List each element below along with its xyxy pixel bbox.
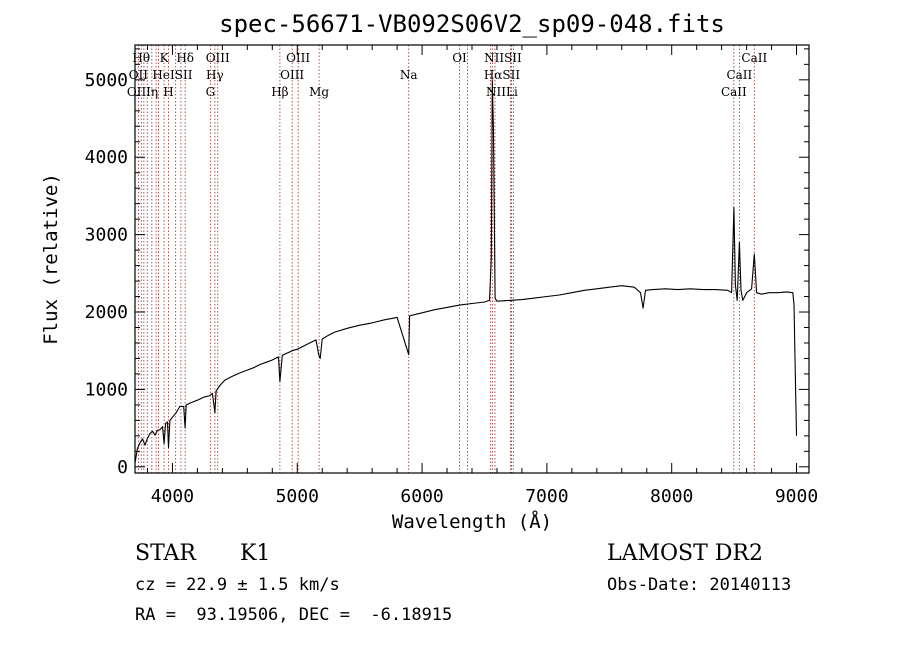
object-class: STAR	[135, 541, 197, 566]
line-label: Hβ	[271, 85, 288, 99]
line-labels: Hθ K Hδ OIII OIII OI NIISII CaII OII HeISII Hγ OIII…	[127, 51, 768, 99]
redshift-readout: cz = 22.9 ± 1.5 km/s	[135, 575, 340, 595]
object-subclass: K1	[240, 541, 270, 566]
line-label: H	[163, 85, 173, 99]
plot-frame	[134, 44, 810, 474]
line-label: Na	[400, 68, 418, 82]
line-label: HαSII	[484, 68, 521, 82]
line-label: NIISII	[484, 51, 522, 65]
y-axis-label: Flux (relative)	[40, 173, 62, 345]
x-tick-label: 4000	[151, 486, 194, 507]
line-label: Hδ	[176, 51, 194, 65]
survey-name: LAMOST DR2	[607, 541, 763, 566]
line-label: OI	[452, 51, 467, 65]
line-label: CaII	[741, 51, 767, 65]
line-label: OIIIη	[127, 85, 158, 99]
line-label: Hθ	[132, 51, 150, 65]
line-label: Mg	[309, 85, 329, 99]
line-label: OIII	[280, 68, 304, 82]
line-label: OII	[129, 68, 149, 82]
line-label: OIII	[206, 51, 230, 65]
line-label: OIII	[286, 51, 310, 65]
chart-title: spec-56671-VB092S06V2_sp09-048.fits	[219, 10, 725, 38]
x-tick-label: 7000	[525, 486, 568, 507]
y-tick-label: 2000	[85, 302, 128, 323]
x-axis-label: Wavelength (Å)	[392, 510, 552, 533]
y-tick-label: 4000	[85, 147, 128, 168]
x-tick-label: 9000	[775, 486, 818, 507]
y-tick-label: 1000	[85, 379, 128, 400]
line-label: K	[160, 51, 170, 65]
coordinates-readout: RA = 93.19506, DEC = -6.18915	[135, 605, 452, 625]
line-label: G	[206, 85, 216, 99]
spectrum-series-line	[134, 79, 798, 463]
observation-date: Obs-Date: 20140113	[607, 575, 791, 595]
line-label: NIILi	[486, 85, 518, 99]
line-label: CaII	[721, 85, 747, 99]
line-label: HeISII	[152, 68, 192, 82]
x-tick-label: 8000	[650, 486, 693, 507]
y-tick-label: 5000	[85, 70, 128, 91]
line-label: Hγ	[206, 68, 224, 82]
y-tick-label: 0	[117, 457, 128, 478]
line-label: CaII	[726, 68, 752, 82]
x-tick-label: 6000	[400, 486, 443, 507]
emission-line-markers	[137, 45, 755, 473]
y-tick-label: 3000	[85, 225, 128, 246]
x-axis: 4000 5000 6000 7000 8000 9000	[146, 45, 818, 507]
x-tick-label: 5000	[276, 486, 319, 507]
y-axis: 0 1000 2000 3000 4000 5000	[85, 48, 809, 478]
